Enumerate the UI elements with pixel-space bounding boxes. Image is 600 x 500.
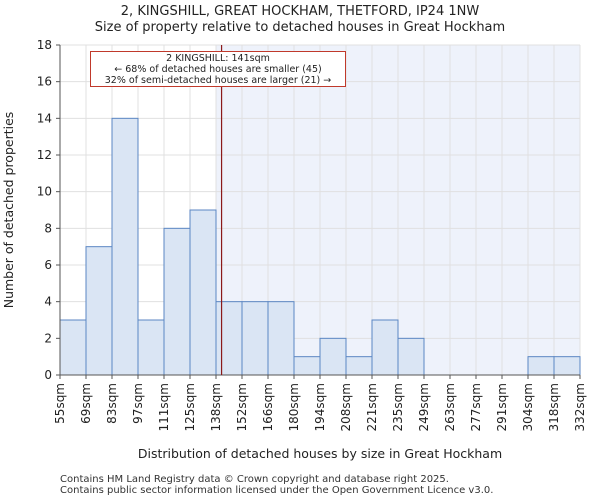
bar-166sqm	[267, 301, 295, 376]
annotation-line-2: ← 68% of detached houses are smaller (45…	[114, 64, 322, 75]
x-tick-label: 152sqm	[235, 383, 249, 431]
x-tick-label: 83sqm	[105, 383, 119, 424]
x-tick-label: 138sqm	[209, 383, 223, 431]
x-tick-label: 249sqm	[417, 383, 431, 431]
x-tick-label: 304sqm	[521, 383, 535, 431]
bar-69sqm	[85, 246, 113, 376]
annotation-box: 2 KINGSHILL: 141sqm ← 68% of detached ho…	[90, 51, 346, 87]
x-tick-label: 277sqm	[469, 383, 483, 431]
x-tick-label: 263sqm	[443, 383, 457, 431]
x-tick-label: 69sqm	[79, 383, 93, 424]
x-tick-label: 166sqm	[261, 383, 275, 431]
y-tick-label: 6	[44, 258, 52, 272]
bar-55sqm	[59, 319, 87, 376]
x-tick-label: 97sqm	[131, 383, 145, 424]
x-tick-label: 55sqm	[53, 383, 67, 424]
y-axis-title: Number of detached properties	[1, 112, 16, 309]
y-tick-label: 8	[44, 221, 52, 235]
x-tick-label: 332sqm	[573, 383, 587, 431]
bar-138sqm	[215, 301, 243, 376]
y-tick-label: 4	[44, 295, 52, 309]
bar-235sqm	[397, 337, 425, 376]
y-tick-label: 12	[37, 148, 52, 162]
bar-194sqm	[319, 337, 347, 376]
x-tick-label: 180sqm	[287, 383, 301, 431]
y-tick-label: 14	[37, 111, 52, 125]
bar-221sqm	[371, 319, 399, 376]
bar-83sqm	[111, 117, 139, 376]
annotation-line-1: 2 KINGSHILL: 141sqm	[166, 53, 270, 64]
x-tick-label: 318sqm	[547, 383, 561, 431]
bar-111sqm	[163, 227, 191, 376]
x-tick-label: 208sqm	[339, 383, 353, 431]
x-tick-label: 194sqm	[313, 383, 327, 431]
bar-125sqm	[189, 209, 217, 376]
annotation-line-3: 32% of semi-detached houses are larger (…	[104, 75, 332, 86]
x-tick-label: 291sqm	[495, 383, 509, 431]
y-tick-label: 0	[44, 368, 52, 382]
footer-line-1: Contains HM Land Registry data © Crown c…	[60, 474, 449, 485]
bar-304sqm	[527, 356, 555, 376]
bar-152sqm	[241, 301, 269, 376]
x-tick-label: 235sqm	[391, 383, 405, 431]
bar-180sqm	[293, 356, 321, 376]
bar-97sqm	[137, 319, 165, 376]
y-tick-label: 10	[37, 185, 52, 199]
y-tick-label: 2	[44, 331, 52, 345]
x-tick-label: 111sqm	[157, 383, 171, 431]
x-axis-title: Distribution of detached houses by size …	[138, 446, 502, 461]
chart-title: 2, KINGSHILL, GREAT HOCKHAM, THETFORD, I…	[120, 4, 480, 19]
chart-subtitle: Size of property relative to detached ho…	[94, 20, 506, 35]
bar-208sqm	[345, 356, 373, 376]
x-tick-label: 125sqm	[183, 383, 197, 431]
footer-line-2: Contains public sector information licen…	[60, 485, 494, 496]
y-tick-label: 16	[37, 75, 52, 89]
y-tick-label: 18	[37, 38, 52, 52]
x-tick-label: 221sqm	[365, 383, 379, 431]
bar-318sqm	[553, 356, 581, 376]
